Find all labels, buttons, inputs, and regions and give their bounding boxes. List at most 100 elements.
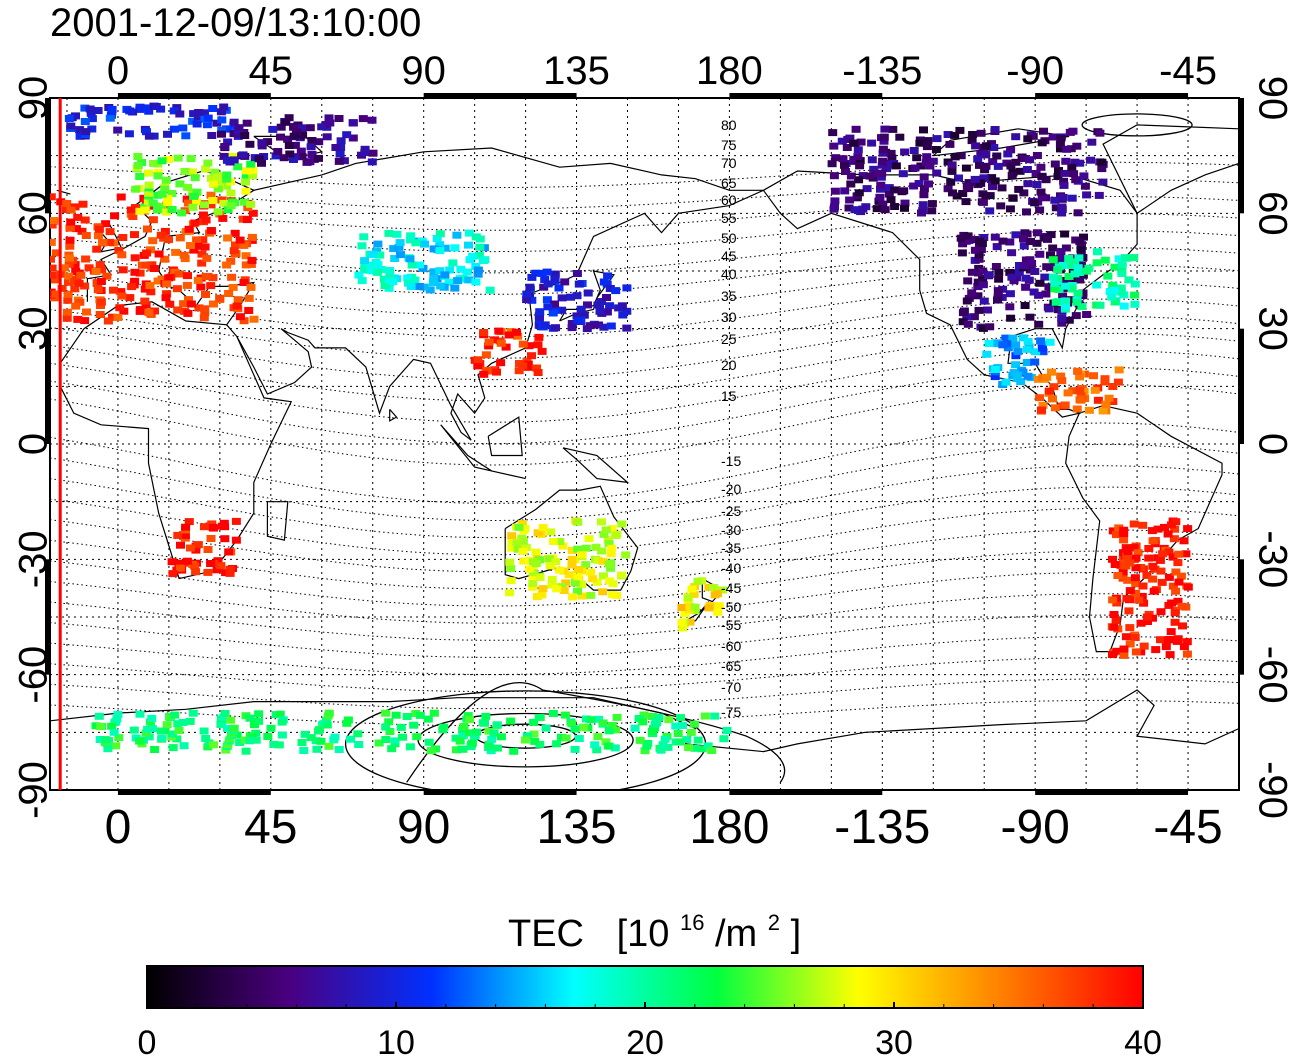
tec-cell: [1129, 520, 1139, 528]
tec-cell: [140, 206, 150, 214]
tec-cell: [143, 225, 152, 233]
tec-cell: [142, 249, 152, 257]
tec-cell: [1013, 348, 1023, 356]
tec-cell: [1133, 549, 1143, 557]
tec-cell: [291, 128, 301, 136]
tec-cell: [595, 307, 605, 315]
tec-cell: [133, 161, 143, 169]
tec-cell: [1056, 145, 1065, 153]
tec-cell: [254, 710, 264, 718]
tec-cell: [247, 233, 257, 241]
tec-cell: [66, 218, 76, 226]
tec-cell: [507, 539, 517, 547]
tec-cell: [219, 199, 229, 207]
tec-cell: [1125, 624, 1135, 632]
tec-cell: [567, 720, 577, 728]
tec-cell: [638, 718, 648, 726]
tec-cell: [246, 160, 256, 168]
tec-cell: [599, 323, 609, 331]
tec-cell: [1094, 191, 1104, 199]
tec-cell: [220, 143, 230, 150]
tec-cell: [975, 179, 985, 187]
tec-cell: [617, 571, 627, 579]
tec-cell: [967, 268, 977, 276]
tec-cell: [244, 294, 254, 302]
tec-cell: [1069, 170, 1079, 178]
tec-cell: [206, 174, 216, 182]
tec-cell: [348, 119, 358, 127]
tec-cell: [246, 283, 256, 291]
tec-cell: [322, 721, 332, 729]
frame-bar-left: [45, 328, 50, 444]
tec-cell: [916, 162, 926, 170]
tec-cell: [533, 341, 543, 349]
tec-cell: [160, 185, 170, 193]
contour-label-north: 50: [721, 230, 737, 246]
tec-cell: [473, 362, 483, 370]
tec-cell: [230, 229, 240, 237]
tec-cell: [1153, 525, 1163, 533]
tec-cell: [66, 224, 75, 232]
y-tick-label-right: -60: [1250, 646, 1292, 704]
colorbar-title-name: TEC: [508, 913, 584, 955]
tec-cell: [1113, 378, 1123, 386]
tec-cell: [140, 285, 150, 293]
tec-cell: [1161, 643, 1171, 651]
tec-cell: [971, 142, 981, 150]
tec-cell: [342, 131, 352, 139]
tec-cell: [479, 370, 489, 378]
tec-cell: [157, 157, 167, 165]
tec-cell: [95, 311, 105, 318]
tec-cell: [81, 232, 91, 239]
tec-cell: [599, 572, 608, 580]
tec-cell: [60, 264, 69, 272]
tec-cell: [506, 565, 516, 572]
tec-cell: [1075, 396, 1085, 404]
tec-cell: [429, 245, 439, 253]
tec-cell: [829, 172, 839, 180]
tec-cell: [545, 555, 554, 563]
tec-cell: [167, 730, 177, 738]
tec-cell: [993, 162, 1003, 170]
tec-cell: [360, 262, 370, 270]
tec-cell: [213, 208, 223, 216]
tec-cell: [479, 244, 489, 252]
tec-cell: [1037, 139, 1047, 147]
tec-cell: [1067, 194, 1077, 202]
tec-cell: [957, 249, 967, 257]
tec-cell: [143, 725, 153, 733]
y-tick-label-right: 90: [1250, 76, 1292, 121]
x-tick-label-top: 180: [696, 49, 763, 93]
tec-cell: [1134, 596, 1144, 604]
tec-cell: [240, 736, 250, 744]
tec-cell: [429, 709, 439, 717]
tec-cell: [165, 300, 175, 308]
tec-cell: [531, 560, 541, 568]
tec-cell: [1056, 255, 1066, 262]
tec-cell: [1118, 574, 1128, 582]
x-tick-label-bottom: -45: [1153, 801, 1222, 854]
mag-contour: [50, 465, 1239, 539]
tec-cell: [186, 544, 195, 552]
tec-cell: [551, 324, 560, 332]
tec-cell: [1042, 263, 1052, 271]
tec-cell: [273, 148, 283, 155]
tec-cell: [504, 331, 514, 339]
tec-cell: [197, 259, 207, 267]
tec-cell: [1011, 352, 1021, 360]
tec-cell: [1060, 230, 1070, 238]
tec-cell: [130, 254, 140, 262]
tec-cell: [248, 166, 258, 174]
tec-cell: [988, 158, 998, 166]
tec-cell: [409, 721, 419, 729]
tec-cell: [1073, 367, 1083, 375]
tec-cell: [849, 139, 859, 147]
tec-cell: [1005, 238, 1015, 246]
tec-cell: [357, 277, 367, 285]
tec-cell: [473, 270, 483, 278]
tec-cell: [518, 340, 528, 348]
tec-cell: [542, 268, 552, 276]
tec-cell: [50, 255, 55, 263]
tec-cell: [542, 296, 552, 304]
tec-cell: [1020, 262, 1030, 270]
